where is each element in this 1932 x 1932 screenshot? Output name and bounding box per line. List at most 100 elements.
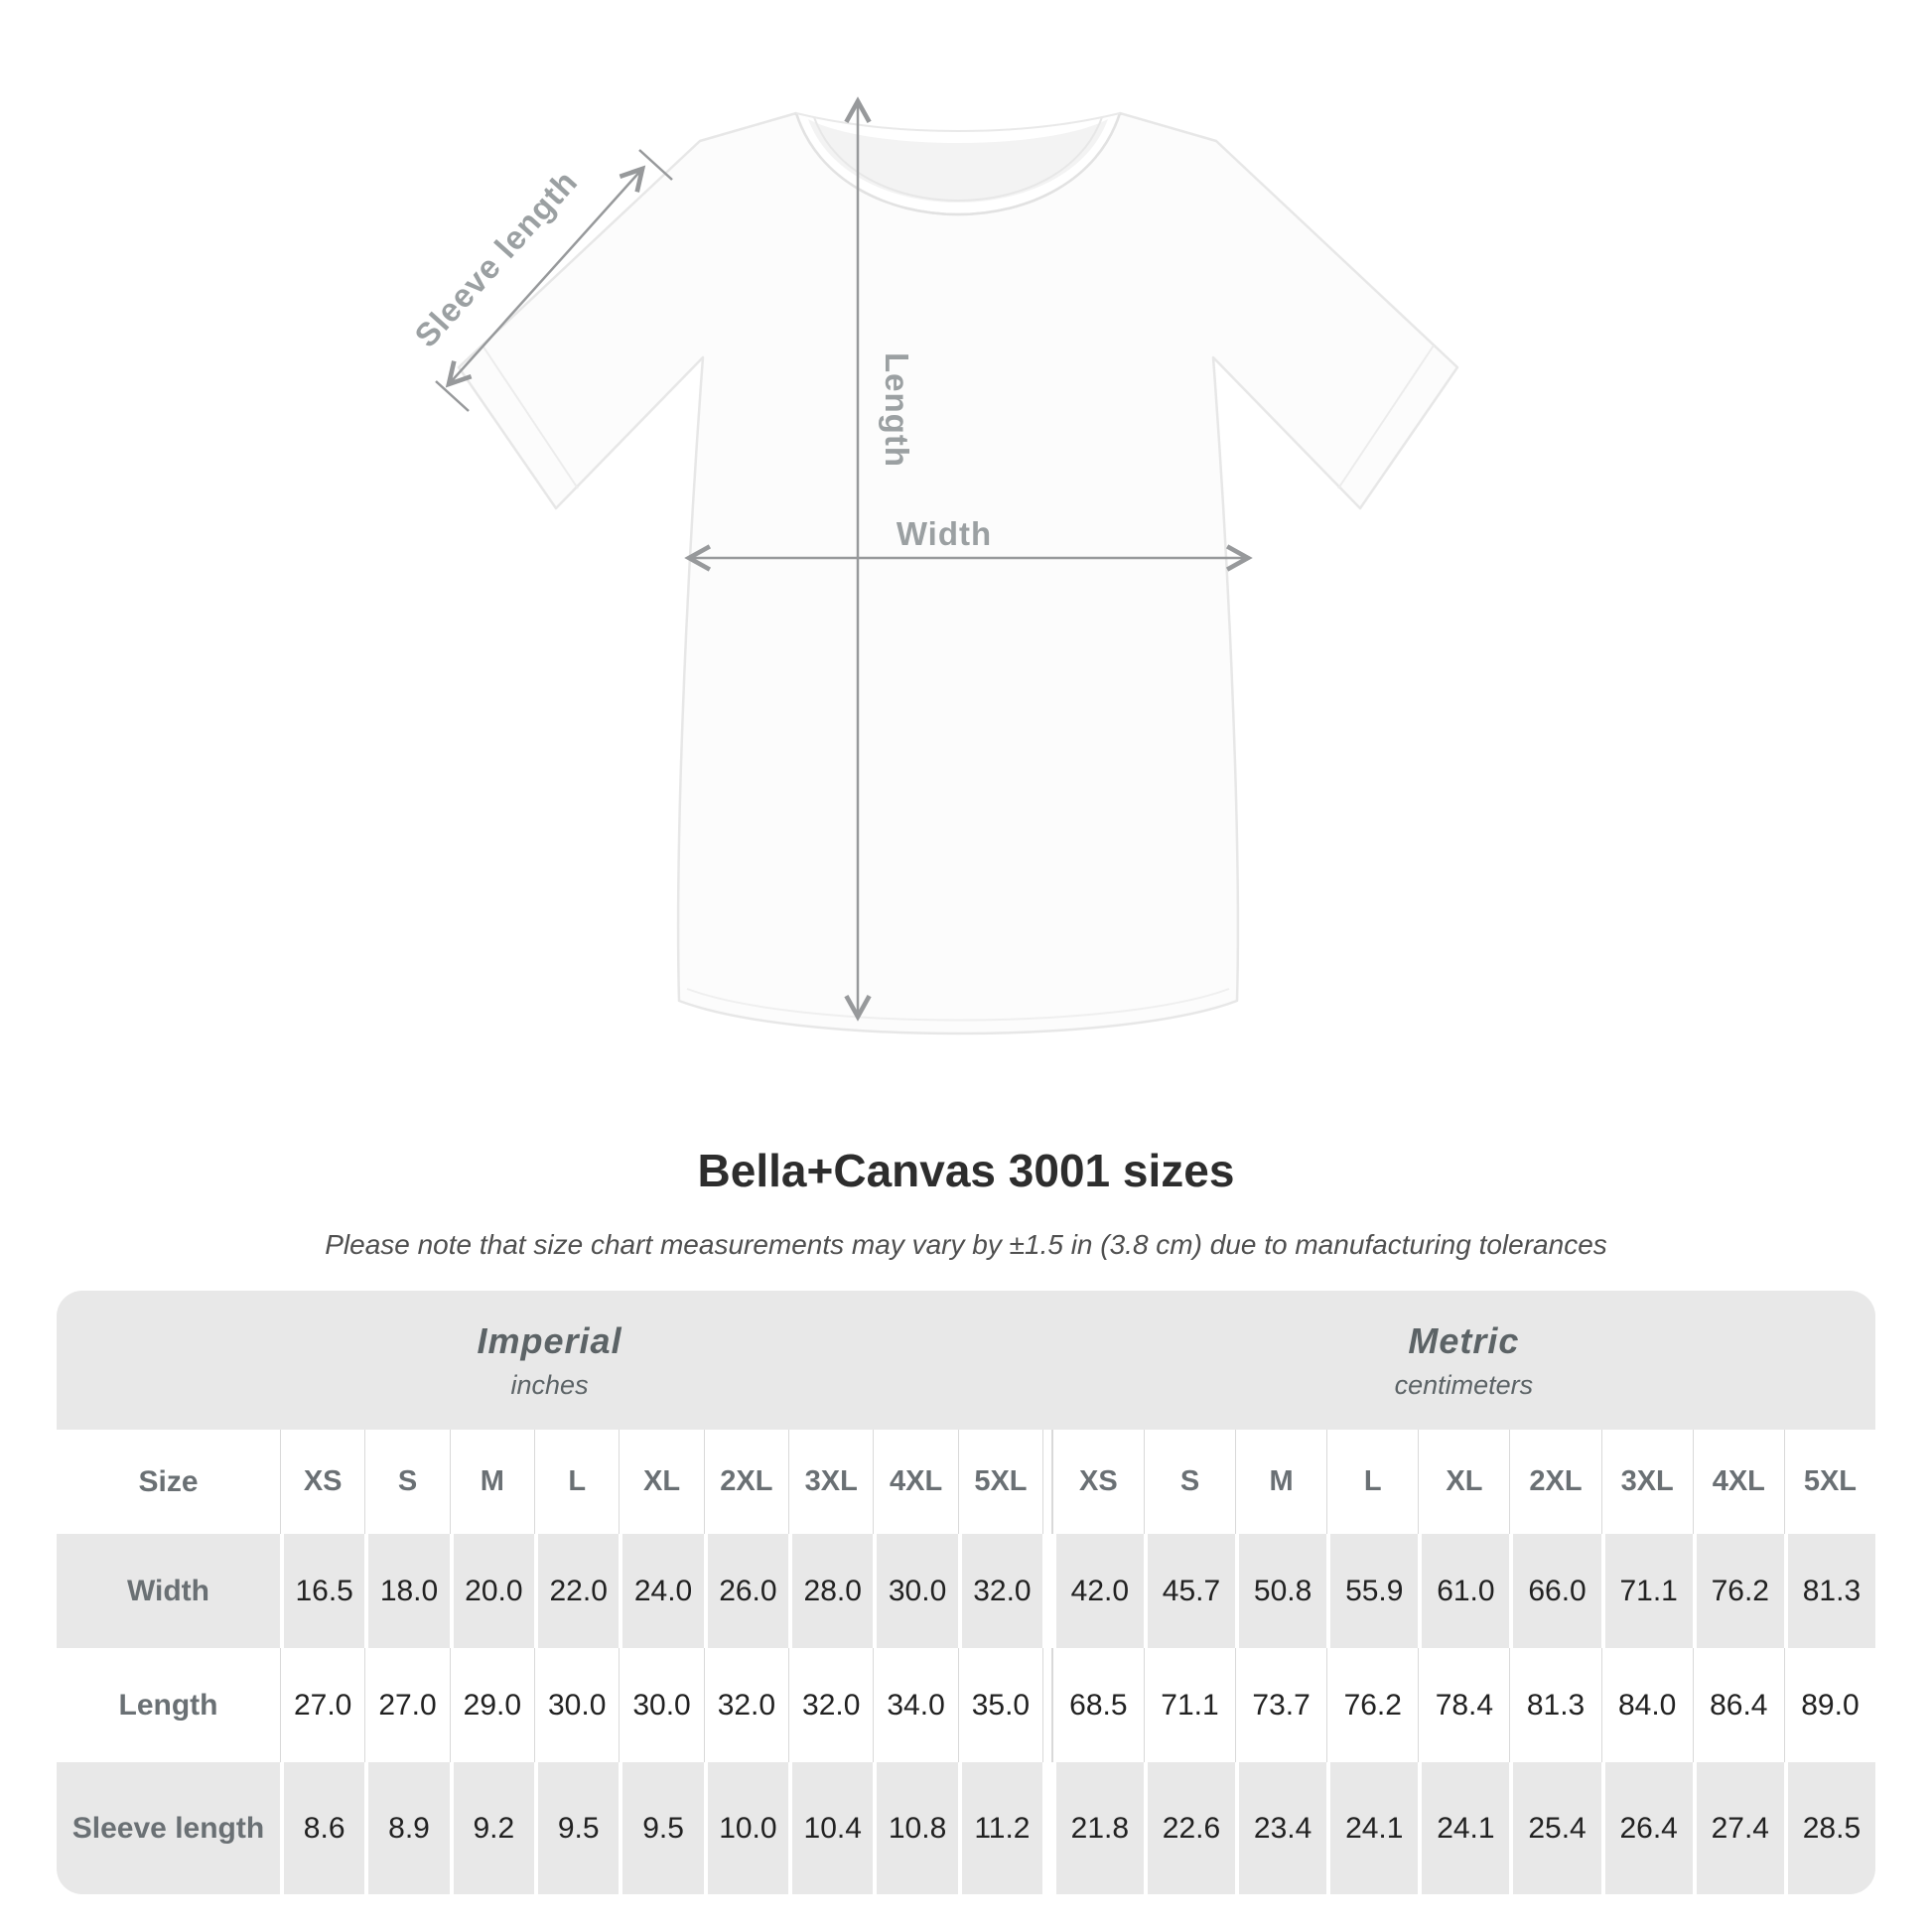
value-cell-imperial: 32.0 <box>788 1648 873 1762</box>
size-header-imperial: 4XL <box>873 1430 957 1534</box>
value-cell-metric: 22.6 <box>1143 1762 1235 1894</box>
size-header-metric: 2XL <box>1509 1430 1600 1534</box>
unit-group-band: Imperial inches Metric centimeters <box>57 1291 1875 1430</box>
table-row-2: Sleeve length 8.6 8.9 9.2 9.5 9.5 10.0 10.4 10.8… <box>57 1762 1875 1894</box>
column-group-divider <box>1042 1762 1052 1894</box>
value-cell-imperial: 30.0 <box>619 1648 703 1762</box>
value-cell-imperial: 29.0 <box>449 1648 534 1762</box>
size-header-metric: 5XL <box>1783 1430 1875 1534</box>
value-cell-metric: 55.9 <box>1326 1534 1418 1648</box>
size-header-metric: S <box>1143 1430 1235 1534</box>
value-cell-imperial: 10.4 <box>788 1762 873 1894</box>
unit-group-imperial: Imperial inches <box>57 1291 1042 1430</box>
value-cell-metric: 24.1 <box>1326 1762 1418 1894</box>
length-label: Length <box>879 352 915 468</box>
value-cell-imperial: 32.0 <box>703 1648 788 1762</box>
row-label: Length <box>118 1688 218 1722</box>
value-cell-metric: 45.7 <box>1143 1534 1235 1648</box>
size-header-imperial: L <box>534 1430 619 1534</box>
value-cell-metric: 71.1 <box>1143 1648 1235 1762</box>
value-cell-metric: 28.5 <box>1783 1762 1875 1894</box>
column-group-divider <box>1042 1648 1052 1762</box>
unit-group-metric: Metric centimeters <box>1052 1291 1875 1430</box>
value-cell-imperial: 35.0 <box>957 1648 1042 1762</box>
value-cell-imperial: 27.0 <box>364 1648 449 1762</box>
value-cell-imperial: 22.0 <box>534 1534 619 1648</box>
value-cell-imperial: 16.5 <box>279 1534 364 1648</box>
value-cell-imperial: 18.0 <box>364 1534 449 1648</box>
value-cell-metric: 21.8 <box>1051 1762 1144 1894</box>
value-cell-metric: 81.3 <box>1783 1534 1875 1648</box>
value-cell-metric: 68.5 <box>1051 1648 1144 1762</box>
value-cell-metric: 73.7 <box>1235 1648 1326 1762</box>
sleeve-arrow-end-tick <box>638 149 673 181</box>
size-header-imperial: 5XL <box>957 1430 1042 1534</box>
size-header-imperial: XL <box>619 1430 703 1534</box>
size-table: Imperial inches Metric centimeters Size X… <box>57 1291 1875 1894</box>
value-cell-metric: 81.3 <box>1509 1648 1600 1762</box>
value-cell-imperial: 30.0 <box>873 1534 957 1648</box>
width-label: Width <box>897 515 992 552</box>
value-cell-imperial: 24.0 <box>619 1534 703 1648</box>
value-cell-imperial: 9.5 <box>534 1762 619 1894</box>
value-cell-metric: 76.2 <box>1326 1648 1418 1762</box>
size-header-imperial: S <box>364 1430 449 1534</box>
value-cell-imperial: 8.6 <box>279 1762 364 1894</box>
value-cell-imperial: 30.0 <box>534 1648 619 1762</box>
size-column-label: Size <box>138 1464 199 1498</box>
page-title: Bella+Canvas 3001 sizes <box>697 1145 1235 1196</box>
value-cell-metric: 27.4 <box>1692 1762 1784 1894</box>
size-header-metric: 3XL <box>1600 1430 1693 1534</box>
row-label: Sleeve length <box>71 1811 265 1845</box>
value-cell-imperial: 10.8 <box>873 1762 957 1894</box>
value-cell-imperial: 34.0 <box>873 1648 957 1762</box>
value-cell-imperial: 26.0 <box>703 1534 788 1648</box>
value-cell-metric: 23.4 <box>1235 1762 1326 1894</box>
unit-group-label: Imperial <box>477 1319 622 1361</box>
value-cell-imperial: 9.2 <box>449 1762 534 1894</box>
value-cell-imperial: 32.0 <box>957 1534 1042 1648</box>
value-cell-metric: 84.0 <box>1600 1648 1693 1762</box>
value-cell-metric: 50.8 <box>1235 1534 1326 1648</box>
size-header-imperial: 3XL <box>788 1430 873 1534</box>
unit-group-sublabel: centimeters <box>1394 1369 1534 1400</box>
sleeve-length-arrow <box>445 165 646 388</box>
size-header-metric: L <box>1326 1430 1418 1534</box>
tshirt-measurement-diagram: Sleeve length Length Width <box>407 96 1459 1035</box>
value-cell-imperial: 8.9 <box>364 1762 449 1894</box>
unit-group-label: Metric <box>1408 1319 1520 1361</box>
size-header-metric: XL <box>1418 1430 1509 1534</box>
value-cell-metric: 26.4 <box>1600 1762 1693 1894</box>
unit-group-sublabel: inches <box>510 1369 589 1400</box>
size-header-imperial: 2XL <box>703 1430 788 1534</box>
value-cell-metric: 78.4 <box>1418 1648 1509 1762</box>
value-cell-metric: 71.1 <box>1600 1534 1693 1648</box>
value-cell-metric: 61.0 <box>1418 1534 1509 1648</box>
size-header-imperial: M <box>449 1430 534 1534</box>
size-header-metric: 4XL <box>1692 1430 1784 1534</box>
page-subtitle: Please note that size chart measurements… <box>325 1229 1607 1260</box>
size-header-row: Size XS S M L XL 2XL 3XL 4XL 5XL XS S M L XL 2XL 3XL 4XL 5… <box>57 1430 1875 1534</box>
value-cell-imperial: 28.0 <box>788 1534 873 1648</box>
column-group-divider <box>1042 1430 1052 1534</box>
value-cell-imperial: 20.0 <box>449 1534 534 1648</box>
sleeve-arrow-start-tick <box>435 380 470 412</box>
table-row-0: Width 16.5 18.0 20.0 22.0 24.0 26.0 28.0 30.0 32.… <box>57 1534 1875 1648</box>
value-cell-metric: 24.1 <box>1418 1762 1509 1894</box>
value-cell-imperial: 9.5 <box>619 1762 703 1894</box>
size-header-metric: XS <box>1051 1430 1144 1534</box>
table-row-1: Length 27.0 27.0 29.0 30.0 30.0 32.0 32.0 34.0 35… <box>57 1648 1875 1762</box>
value-cell-metric: 89.0 <box>1783 1648 1875 1762</box>
value-cell-imperial: 10.0 <box>703 1762 788 1894</box>
value-cell-metric: 25.4 <box>1509 1762 1600 1894</box>
value-cell-metric: 66.0 <box>1509 1534 1600 1648</box>
value-cell-imperial: 27.0 <box>279 1648 364 1762</box>
value-cell-metric: 76.2 <box>1692 1534 1784 1648</box>
size-header-imperial: XS <box>279 1430 364 1534</box>
size-header-metric: M <box>1235 1430 1326 1534</box>
value-cell-imperial: 11.2 <box>957 1762 1042 1894</box>
row-label: Width <box>126 1574 209 1607</box>
value-cell-metric: 42.0 <box>1051 1534 1144 1648</box>
value-cell-metric: 86.4 <box>1692 1648 1784 1762</box>
